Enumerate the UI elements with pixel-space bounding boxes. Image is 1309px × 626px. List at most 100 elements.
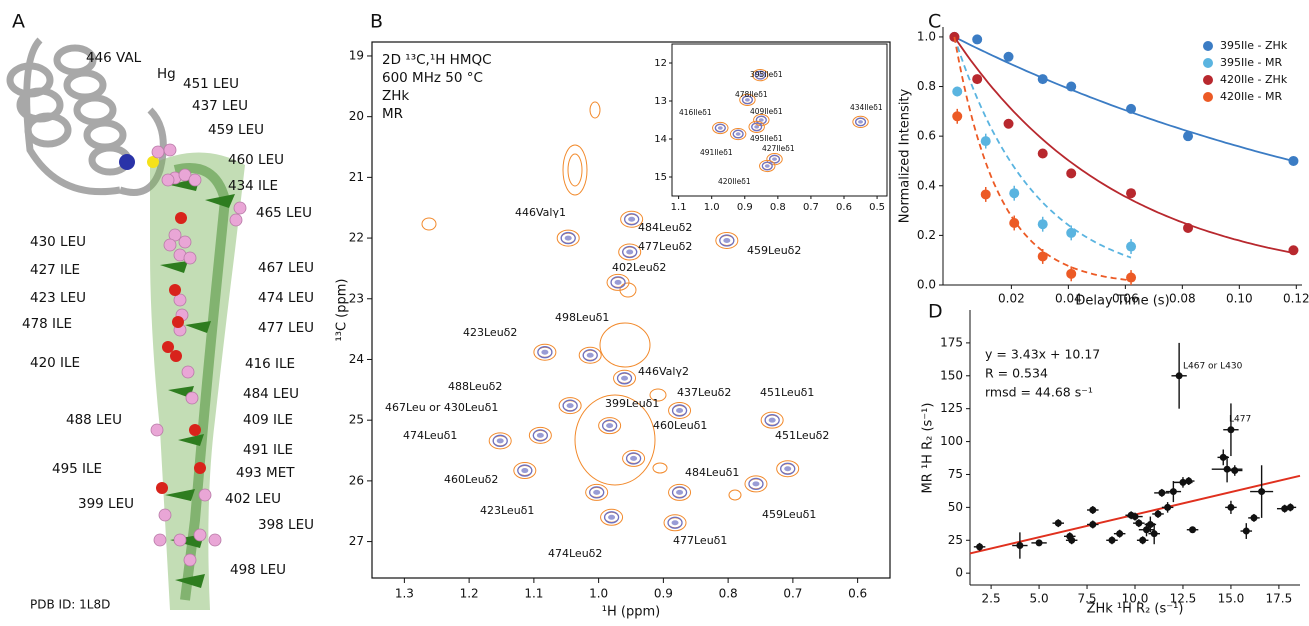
y-tick-label: 175 [940,335,963,349]
peak-zhk [623,213,640,226]
data-point [1037,148,1048,159]
peak-zhk [748,477,764,491]
spectrum-title: 2D ¹³C,¹H HMQC [382,52,492,68]
data-point [1066,268,1077,279]
residue-label: 437 LEU [192,98,248,114]
data-point [1164,503,1172,511]
x-tick-label: 7.5 [1077,592,1096,606]
data-point [1219,453,1227,461]
peak-label: 399Leuδ1 [605,397,659,410]
spectrum-decoration [421,101,742,501]
peak-zhk [719,234,735,247]
x-tick-label: 1.0 [589,587,608,601]
data-point [1242,527,1250,535]
data-point [1146,520,1154,528]
x-tick-label: 1.1 [524,587,543,601]
peak-label: 474Leuδ2 [548,547,602,560]
peak-zhk [492,434,508,447]
data-point [1185,477,1193,485]
inset-x-tick-label: 1.0 [704,202,720,213]
peak-mr [606,273,630,291]
peak-zhk [780,462,796,475]
fit-curve [953,36,1132,282]
peak-label: 459Leuδ1 [762,508,816,521]
data-point [1054,519,1062,527]
peak-label: 474Leuδ1 [403,429,457,442]
residue-label: 465 LEU [256,205,312,221]
data-point [1189,526,1197,534]
inset-x-tick-label: 0.9 [737,202,753,213]
data-point [1066,227,1077,238]
peak-zhk [625,452,642,465]
peak-mr [585,483,609,501]
peak-zhk-core [772,157,777,161]
peak-label: 491Ileδ1 [700,148,733,157]
peak-mr [752,69,769,82]
residue-label: 478 ILE [22,316,72,332]
peak-label: 498Leuδ1 [555,311,609,324]
peak-zhk [732,129,744,139]
data-point [1009,217,1020,228]
peak-label: 460Leuδ1 [653,419,707,432]
beta-strands [160,177,235,588]
data-point [1037,74,1048,85]
peak-zhk-core [564,235,572,241]
peak-label: 478Ileδ1 [735,90,768,99]
data-point [1089,506,1097,514]
legend-entry: 395Ile - ZHk [1220,39,1288,52]
peak-zhk-core [586,352,594,358]
sphere-val [119,154,135,170]
inset-x-tick-label: 0.7 [803,202,819,213]
legend-entry: 420Ile - ZHk [1220,73,1288,86]
peak-zhk-core [628,216,636,222]
data-point [1250,514,1258,522]
peak-zhk [854,117,867,127]
data-point [1089,520,1097,528]
peak-label: 467Leu or 430Leuδ1 [385,401,498,414]
peak-mr [613,369,637,387]
peak-zhk [671,486,688,499]
peak-label: 451Leuδ2 [775,429,829,442]
peak-mr [759,159,776,173]
peak-mr [620,210,644,228]
peak-mr [760,411,784,429]
data-point [1223,465,1231,473]
peak-zhk-core [735,132,741,136]
x-tick-label: 0.02 [998,292,1025,306]
peak-zhk-core [744,98,750,102]
peak-label: 484Leuδ1 [685,466,739,479]
peak-mr [600,508,624,526]
y-tick-label: 23 [349,291,364,305]
peak-zhk-core [621,375,629,381]
peak-mr [744,475,768,493]
peak-zhk-core [717,126,723,130]
data-point [1003,118,1014,129]
residue-label: 430 LEU [30,234,86,250]
y-tick-label: 21 [349,170,364,184]
peak-zhk-core [496,438,504,444]
peak-zhk-core [758,118,764,122]
peak-mr [729,127,747,141]
residue-label: 493 MET [236,465,295,481]
peak-mr [533,343,557,361]
peak-zhk-core [723,237,731,243]
peak-mr [556,229,580,247]
annotation: L467 or L430 [1183,362,1243,372]
y-tick-label: 26 [349,473,364,487]
inset-x-tick-label: 0.5 [869,202,885,213]
residue-label: 451 LEU [183,76,239,92]
peak-label: 446Valγ1 [515,206,566,219]
annotation: y = 3.43x + 10.17 [985,347,1100,362]
peak-zhk [562,399,578,412]
y-tick-label: 20 [349,109,364,123]
peak-zhk-core [536,432,544,438]
peak-zhk-core [676,407,684,413]
sphere-hg [147,156,159,168]
peak-zhk [671,404,688,417]
inset-y-tick-label: 12 [654,58,667,69]
peak-label: 488Leuδ2 [448,380,502,393]
data-point [1258,488,1266,496]
data-point [1016,542,1024,550]
peak-zhk [537,346,553,359]
